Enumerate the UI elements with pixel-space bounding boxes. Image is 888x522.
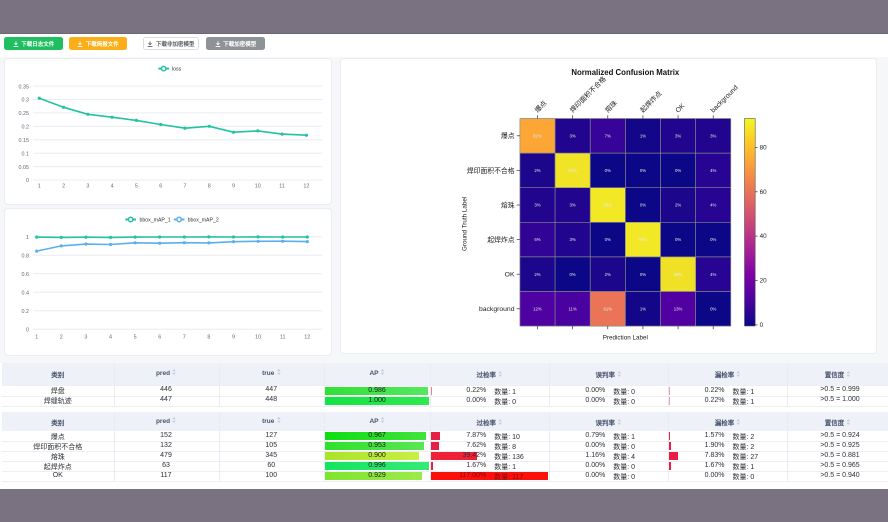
svg-text:4%: 4% xyxy=(710,272,716,277)
svg-text:2: 2 xyxy=(62,184,65,190)
svg-text:0.8: 0.8 xyxy=(22,254,30,260)
svg-text:0: 0 xyxy=(26,178,29,184)
svg-text:89%: 89% xyxy=(674,272,683,277)
svg-text:9: 9 xyxy=(232,335,235,341)
svg-text:2%: 2% xyxy=(534,272,540,277)
svg-text:10: 10 xyxy=(255,184,261,190)
svg-text:起焊炸点: 起焊炸点 xyxy=(638,89,664,115)
svg-text:焊印面积不合格: 焊印面积不合格 xyxy=(467,166,515,175)
svg-text:3%: 3% xyxy=(710,133,716,138)
svg-text:0.4: 0.4 xyxy=(22,290,30,296)
svg-text:1: 1 xyxy=(26,235,29,241)
svg-text:0%: 0% xyxy=(675,168,681,173)
svg-text:82%: 82% xyxy=(533,133,542,138)
svg-text:0.25: 0.25 xyxy=(19,111,30,117)
svg-text:0.6: 0.6 xyxy=(22,272,30,278)
svg-text:2: 2 xyxy=(60,335,63,341)
svg-text:8: 8 xyxy=(207,335,210,341)
svg-text:6: 6 xyxy=(158,335,161,341)
svg-text:11: 11 xyxy=(280,335,286,341)
svg-text:loss: loss xyxy=(172,67,182,73)
svg-text:3%: 3% xyxy=(675,133,681,138)
svg-text:4%: 4% xyxy=(710,203,716,208)
svg-text:bbox_mAP_1: bbox_mAP_1 xyxy=(140,218,171,224)
svg-text:90%: 90% xyxy=(603,203,612,208)
svg-text:0%: 0% xyxy=(640,203,646,208)
svg-text:0.05: 0.05 xyxy=(19,165,30,171)
svg-text:3%: 3% xyxy=(570,237,576,242)
svg-text:3%: 3% xyxy=(534,203,540,208)
svg-text:1: 1 xyxy=(35,335,38,341)
svg-text:92%: 92% xyxy=(568,168,577,173)
svg-text:1%: 1% xyxy=(640,306,646,311)
svg-text:6: 6 xyxy=(159,184,162,190)
svg-text:Normalized Confusion Matrix: Normalized Confusion Matrix xyxy=(571,68,680,77)
svg-text:3%: 3% xyxy=(570,203,576,208)
svg-text:40: 40 xyxy=(760,233,768,240)
svg-text:0%: 0% xyxy=(605,237,611,242)
svg-text:1: 1 xyxy=(38,184,41,190)
svg-text:0: 0 xyxy=(26,327,29,333)
svg-text:Prediction Label: Prediction Label xyxy=(603,335,648,342)
svg-text:焊印面积不合格: 焊印面积不合格 xyxy=(568,74,608,114)
svg-text:熔珠: 熔珠 xyxy=(603,98,619,114)
svg-text:20: 20 xyxy=(760,278,768,285)
svg-text:12%: 12% xyxy=(533,306,542,311)
svg-text:0.2: 0.2 xyxy=(22,309,30,315)
svg-text:13%: 13% xyxy=(674,306,683,311)
svg-text:4%: 4% xyxy=(710,168,716,173)
svg-text:90%: 90% xyxy=(639,237,648,242)
svg-text:1%: 1% xyxy=(640,133,646,138)
svg-text:4: 4 xyxy=(109,335,112,341)
svg-text:2%: 2% xyxy=(534,168,540,173)
svg-text:9: 9 xyxy=(232,184,235,190)
svg-text:0.3: 0.3 xyxy=(22,98,30,104)
svg-text:0%: 0% xyxy=(570,272,576,277)
svg-text:3%: 3% xyxy=(570,133,576,138)
svg-text:爆点: 爆点 xyxy=(533,98,549,114)
svg-text:2%: 2% xyxy=(675,203,681,208)
svg-text:0%: 0% xyxy=(640,272,646,277)
svg-text:2%: 2% xyxy=(605,272,611,277)
svg-text:0%: 0% xyxy=(640,168,646,173)
svg-text:爆点: 爆点 xyxy=(501,131,515,140)
svg-text:11: 11 xyxy=(279,184,285,190)
svg-text:0.1: 0.1 xyxy=(22,151,30,157)
svg-text:10: 10 xyxy=(255,335,261,341)
svg-text:3: 3 xyxy=(86,184,89,190)
svg-text:11%: 11% xyxy=(568,306,576,311)
svg-text:7: 7 xyxy=(183,335,186,341)
svg-text:OK: OK xyxy=(505,272,515,279)
svg-text:0%: 0% xyxy=(675,237,681,242)
svg-text:0%: 0% xyxy=(710,306,716,311)
svg-text:8: 8 xyxy=(208,184,211,190)
svg-text:6%: 6% xyxy=(534,237,540,242)
svg-text:background: background xyxy=(710,84,740,114)
svg-text:12: 12 xyxy=(303,184,309,190)
svg-text:60: 60 xyxy=(760,189,768,196)
svg-text:80: 80 xyxy=(760,145,768,152)
svg-text:0.15: 0.15 xyxy=(19,138,30,144)
svg-text:3: 3 xyxy=(84,335,87,341)
svg-text:4: 4 xyxy=(111,184,114,190)
svg-text:Ground Truth Label: Ground Truth Label xyxy=(462,197,469,251)
svg-text:bbox_mAP_2: bbox_mAP_2 xyxy=(188,218,219,224)
svg-text:熔珠: 熔珠 xyxy=(501,200,515,209)
svg-text:0%: 0% xyxy=(605,168,611,173)
svg-text:OK: OK xyxy=(675,102,687,114)
svg-text:7: 7 xyxy=(184,184,187,190)
svg-text:background: background xyxy=(479,306,515,313)
svg-text:起焊炸点: 起焊炸点 xyxy=(487,235,514,244)
svg-text:5: 5 xyxy=(135,184,138,190)
svg-text:0.2: 0.2 xyxy=(22,125,30,131)
svg-text:12: 12 xyxy=(304,335,310,341)
svg-text:7%: 7% xyxy=(605,133,611,138)
svg-text:0: 0 xyxy=(760,322,764,329)
svg-text:5: 5 xyxy=(134,335,137,341)
svg-text:0%: 0% xyxy=(710,237,716,242)
svg-text:61%: 61% xyxy=(603,306,612,311)
svg-text:0.35: 0.35 xyxy=(19,84,30,90)
